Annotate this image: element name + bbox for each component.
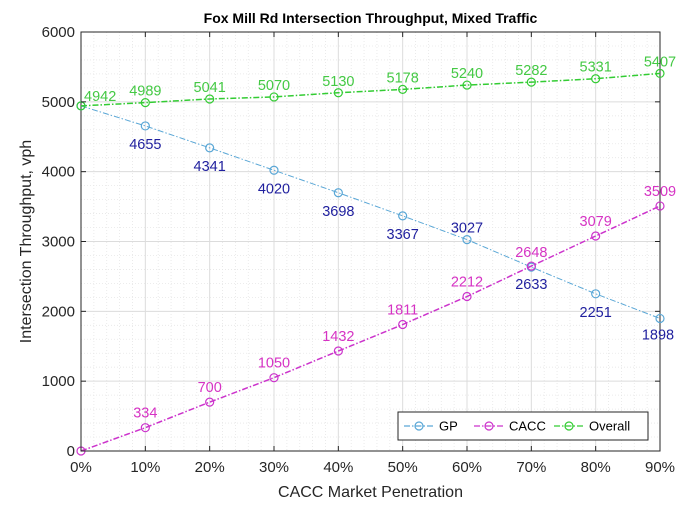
data-label-overall: 5407 (644, 54, 676, 70)
data-label-overall: 5130 (322, 74, 354, 90)
marker-overall (140, 98, 150, 108)
data-label-cacc: 700 (198, 380, 222, 396)
x-axis-label: CACC Market Penetration (278, 484, 463, 501)
y-axis-label: Intersection Throughput, vph (18, 140, 35, 343)
data-label-cacc: 3509 (644, 184, 676, 200)
legend-marker-gp (414, 421, 424, 431)
x-tick-label: 10% (130, 459, 160, 476)
data-label-cacc: 1432 (322, 329, 354, 345)
data-label-gp: 2251 (580, 305, 612, 321)
marker-cacc (655, 201, 665, 211)
y-tick-label: 3000 (42, 234, 75, 251)
x-tick-label: 70% (516, 459, 546, 476)
data-label-overall: 5070 (258, 78, 290, 94)
data-label-overall: 5041 (194, 80, 226, 96)
data-label-gp: 1898 (642, 327, 674, 343)
marker-cacc (398, 319, 408, 330)
marker-cacc (526, 261, 536, 271)
y-tick-label: 2000 (42, 303, 75, 320)
marker-gp (462, 235, 472, 245)
marker-overall (591, 74, 601, 84)
data-label-gp: 4020 (258, 181, 290, 197)
data-label-gp: 3027 (451, 221, 483, 237)
x-tick-label: 90% (645, 459, 675, 476)
legend-marker-cacc (484, 421, 494, 431)
x-tick-label: 0% (70, 459, 92, 476)
data-label-gp: 4341 (194, 159, 226, 175)
data-label-overall: 5240 (451, 66, 483, 82)
y-tick-label: 6000 (42, 24, 75, 41)
marker-cacc (269, 373, 279, 383)
marker-gp (333, 188, 343, 198)
marker-overall (398, 84, 408, 95)
marker-gp (655, 313, 665, 324)
x-tick-label: 20% (195, 459, 225, 476)
marker-overall (333, 88, 343, 98)
marker-overall (205, 94, 215, 104)
marker-cacc (140, 423, 150, 433)
marker-overall (526, 77, 536, 87)
data-label-cacc: 2648 (515, 245, 547, 261)
data-label-cacc: 3079 (580, 214, 612, 230)
legend-label-gp: GP (439, 419, 458, 434)
marker-gp (591, 289, 601, 299)
marker-overall (269, 92, 279, 102)
data-label-overall: 5331 (580, 60, 612, 76)
data-label-gp: 3698 (322, 204, 354, 220)
data-label-gp: 4655 (129, 137, 161, 153)
data-label-overall: 5178 (387, 70, 419, 86)
legend: GP CACC Overall (397, 411, 649, 441)
x-tick-label: 50% (388, 459, 418, 476)
legend-marker-overall (564, 421, 574, 431)
data-label-cacc: 1811 (387, 303, 418, 319)
x-tick-label: 80% (581, 459, 611, 476)
series-line-overall (80, 72, 661, 107)
y-tick-label: 0 (67, 443, 75, 460)
data-label-gp: 2633 (515, 277, 547, 293)
y-tick-label: 4000 (42, 164, 75, 181)
legend-label-cacc: CACC (509, 419, 546, 434)
data-label-overall: 5282 (515, 63, 547, 79)
data-label-overall: 4942 (84, 89, 116, 105)
data-label-cacc: 2212 (451, 275, 483, 291)
marker-overall (462, 80, 472, 90)
data-label-cacc: 334 (133, 406, 157, 422)
x-tick-label: 40% (323, 459, 353, 476)
marker-cacc (205, 397, 215, 407)
data-label-cacc: 1050 (258, 356, 290, 372)
marker-gp (398, 211, 408, 221)
marker-cacc (591, 231, 601, 241)
marker-gp (269, 165, 279, 175)
y-tick-label: 5000 (42, 94, 75, 111)
marker-cacc (462, 291, 472, 302)
chart-title: Fox Mill Rd Intersection Throughput, Mix… (204, 10, 538, 26)
marker-gp (140, 121, 150, 131)
series-line-cacc (80, 205, 661, 452)
marker-cacc (333, 346, 343, 356)
data-label-overall: 4989 (129, 84, 161, 100)
y-tick-label: 1000 (42, 373, 75, 390)
series-line-gp (80, 105, 661, 319)
data-label-gp: 3367 (387, 227, 419, 243)
marker-overall (655, 68, 665, 79)
x-tick-label: 30% (259, 459, 289, 476)
legend-box (397, 411, 649, 441)
legend-label-overall: Overall (589, 419, 630, 434)
marker-gp (205, 143, 215, 153)
x-tick-label: 60% (452, 459, 482, 476)
